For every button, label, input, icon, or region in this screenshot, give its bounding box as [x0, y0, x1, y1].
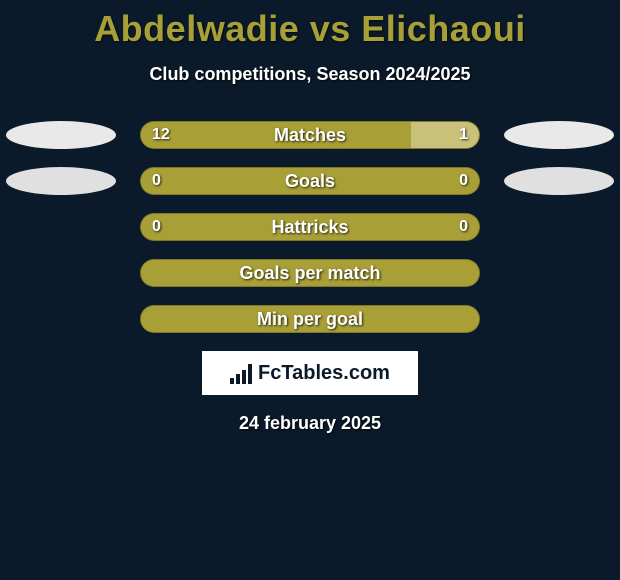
stat-row: Matches12 1 — [0, 121, 620, 149]
brand-text: FcTables.com — [258, 362, 390, 385]
brand-badge: FcTables.com — [202, 351, 418, 395]
bar-chart-icon — [230, 362, 252, 384]
page-subtitle: Club competitions, Season 2024/2025 — [0, 64, 620, 85]
stat-value-right: 0 — [447, 167, 480, 195]
stat-bar-right — [310, 306, 479, 332]
stat-bar: Hattricks — [140, 213, 480, 241]
stat-bar-left — [141, 260, 310, 286]
player-right-marker — [504, 121, 614, 149]
bar-chart-icon-bar — [236, 374, 240, 384]
player-left-marker — [6, 121, 116, 149]
stat-value-right: 1 — [447, 121, 480, 149]
stat-value-right: 0 — [447, 213, 480, 241]
stat-value-left: 0 — [140, 213, 173, 241]
stat-bar-right — [310, 260, 479, 286]
stat-bar: Goals per match — [140, 259, 480, 287]
bar-chart-icon-bar — [248, 364, 252, 384]
generated-date: 24 february 2025 — [0, 413, 620, 434]
stat-row: Goals0 0 — [0, 167, 620, 195]
stat-bar: Min per goal — [140, 305, 480, 333]
player-left-marker — [6, 167, 116, 195]
bar-chart-icon-bar — [242, 370, 246, 384]
page-title: Abdelwadie vs Elichaoui — [0, 0, 620, 50]
stat-value-left: 0 — [140, 167, 173, 195]
stat-bar: Goals — [140, 167, 480, 195]
stat-value-left: 12 — [140, 121, 182, 149]
comparison-rows: Matches121Goals00Hattricks00Goals per ma… — [0, 121, 620, 333]
player-right-marker — [504, 167, 614, 195]
stat-row: Goals per match — [0, 259, 620, 287]
stat-row: Min per goal — [0, 305, 620, 333]
stat-row: Hattricks0 0 — [0, 213, 620, 241]
stat-bar: Matches — [140, 121, 480, 149]
bar-chart-icon-bar — [230, 378, 234, 384]
stat-bar-left — [141, 306, 310, 332]
